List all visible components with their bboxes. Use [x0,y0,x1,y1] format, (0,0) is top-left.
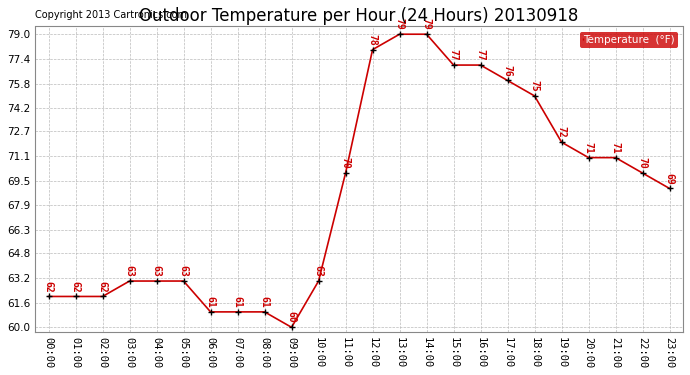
Text: 61: 61 [259,296,270,308]
Text: 63: 63 [125,265,135,277]
Text: 62: 62 [97,280,108,292]
Text: 70: 70 [341,157,351,169]
Title: Outdoor Temperature per Hour (24 Hours) 20130918: Outdoor Temperature per Hour (24 Hours) … [139,7,579,25]
Text: 77: 77 [448,49,459,61]
Text: 63: 63 [313,265,324,277]
Text: 63: 63 [179,265,188,277]
Text: 62: 62 [70,280,81,292]
Text: Copyright 2013 Cartronics.com: Copyright 2013 Cartronics.com [35,10,187,20]
Text: 77: 77 [475,49,486,61]
Text: 60: 60 [286,311,297,323]
Text: 70: 70 [638,157,647,169]
Text: 61: 61 [233,296,243,308]
Text: 62: 62 [43,280,54,292]
Text: 61: 61 [206,296,215,308]
Text: 79: 79 [422,18,431,30]
Legend: Temperature  (°F): Temperature (°F) [580,32,678,48]
Text: 78: 78 [368,34,377,45]
Text: 63: 63 [152,265,161,277]
Text: 71: 71 [584,142,593,153]
Text: 69: 69 [664,172,675,184]
Text: 79: 79 [395,18,404,30]
Text: 72: 72 [557,126,566,138]
Text: 71: 71 [611,142,620,153]
Text: 75: 75 [529,80,540,92]
Text: 76: 76 [502,64,513,76]
